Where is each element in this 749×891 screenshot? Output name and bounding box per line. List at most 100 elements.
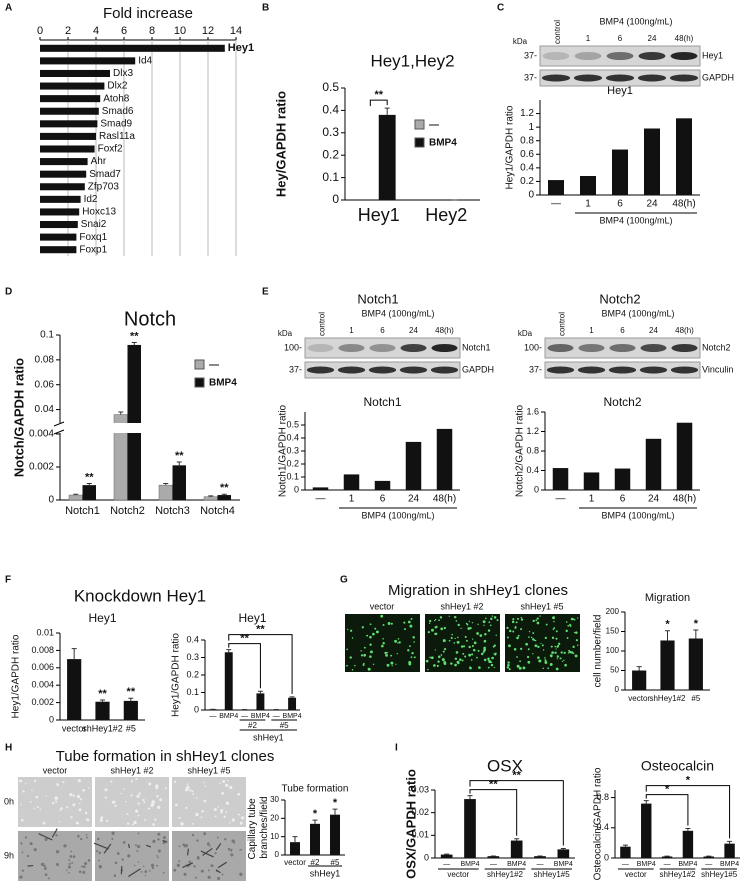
cell: [72, 803, 76, 807]
panel-letter: A: [5, 3, 12, 14]
cell: [464, 635, 467, 638]
cell: [476, 632, 479, 635]
cell: [555, 667, 559, 671]
x-tick-label: 1: [349, 494, 355, 505]
cell: [55, 862, 60, 867]
cell: [200, 869, 204, 873]
cell: [104, 796, 107, 799]
cell: [437, 660, 440, 663]
significance: **: [240, 633, 249, 645]
cell: [537, 656, 540, 659]
cell: [434, 632, 437, 636]
cell: [461, 659, 464, 662]
cell: [520, 647, 523, 650]
cell: [483, 658, 487, 662]
cell: [35, 795, 39, 799]
bar: [510, 840, 523, 858]
x-tick-label: 6: [620, 494, 626, 505]
cell: [237, 792, 241, 796]
blot-marker: 100-: [524, 342, 542, 352]
cell: [483, 639, 487, 643]
category-label: Zfp703: [88, 181, 120, 192]
cell: [506, 666, 510, 669]
x-tick-label: BMP4: [720, 861, 739, 868]
cell: [98, 859, 100, 862]
cell: [176, 863, 181, 867]
band-label: Notch1: [462, 342, 491, 352]
cell: [441, 658, 445, 662]
cell: [70, 816, 73, 819]
micrograph: [505, 614, 580, 672]
cell: [532, 632, 535, 634]
cell: [230, 849, 233, 852]
cell: [134, 844, 138, 847]
blot-control: control: [318, 312, 327, 336]
cell: [550, 645, 553, 648]
cell: [82, 865, 86, 869]
cell: [63, 844, 67, 848]
cell: [576, 617, 579, 619]
cell: [44, 837, 48, 842]
cell: [120, 792, 123, 795]
legend-label: BMP4: [429, 138, 457, 149]
bar: [645, 438, 662, 490]
y-tick-label: 0.01: [36, 627, 54, 637]
cell: [512, 630, 515, 633]
cell: [478, 666, 481, 669]
micrograph-label: shHey1 #2: [110, 765, 153, 775]
cell: [552, 628, 555, 631]
cell: [66, 869, 68, 871]
cell: [544, 659, 547, 662]
cell: [460, 627, 462, 629]
cell: [59, 809, 62, 812]
error-bar: [289, 696, 295, 698]
cell: [559, 657, 562, 660]
cell: [223, 815, 226, 818]
cell: [443, 662, 447, 665]
y-axis-label-line: branches/field: [259, 796, 270, 858]
x-tick-label: 12: [202, 25, 214, 37]
bar: [641, 803, 652, 858]
cell: [20, 804, 22, 806]
cell: [86, 818, 90, 822]
cell: [374, 627, 377, 630]
cell: [552, 616, 555, 620]
micrograph-label: vector: [370, 601, 395, 611]
cell: [366, 634, 369, 637]
bar: [40, 82, 105, 90]
cell: [370, 650, 373, 654]
cell: [409, 624, 413, 628]
y-axis-label: Notch/GAPDH ratio: [11, 358, 26, 477]
cell: [123, 787, 125, 790]
error-bar: [257, 690, 263, 694]
y-tick-label: 0: [534, 484, 539, 494]
cell: [468, 620, 471, 623]
cell: [130, 780, 134, 783]
cell: [536, 621, 540, 625]
bar: [580, 176, 596, 195]
band: [670, 366, 699, 374]
cell: [152, 839, 156, 843]
cell: [127, 854, 131, 858]
cell: [455, 620, 458, 622]
cell: [70, 850, 73, 853]
cell: [544, 661, 548, 664]
cell: [427, 631, 430, 634]
chart-title: Hey1: [88, 611, 116, 625]
tube: [145, 844, 152, 848]
group-label: shHey1#2: [659, 870, 696, 879]
band: [669, 74, 699, 82]
blot-kda: kDa: [518, 329, 533, 338]
cell: [572, 618, 575, 621]
cell: [450, 636, 453, 640]
cell: [434, 649, 436, 651]
cell: [556, 658, 558, 660]
cell: [45, 795, 47, 797]
cell: [147, 807, 151, 810]
cell: [187, 787, 190, 790]
y-tick-label: 0: [48, 495, 54, 506]
cell: [194, 876, 197, 879]
y-tick-label: 0.06: [35, 379, 55, 390]
bar: [374, 480, 391, 490]
cell: [149, 870, 151, 872]
